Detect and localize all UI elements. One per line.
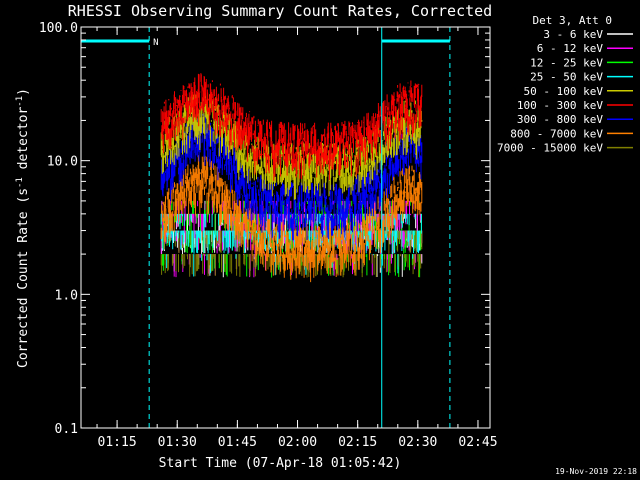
chart-title: RHESSI Observing Summary Count Rates, Co… (68, 2, 492, 20)
legend-label-7000-15000-kev: 7000 - 15000 keV (497, 142, 603, 155)
y-tick-label: 100.0 (39, 21, 78, 36)
series-100-300-kev (160, 73, 423, 181)
legend-header: Det 3, Att 0 (533, 14, 612, 27)
footer-timestamp: 19-Nov-2019 22:18 (555, 467, 637, 476)
y-tick-label: 10.0 (47, 155, 78, 170)
legend-label-100-300-kev: 100 - 300 keV (517, 99, 603, 112)
x-tick-label: 01:15 (98, 435, 137, 450)
x-axis-label: Start Time (07-Apr-18 01:05:42) (159, 456, 402, 471)
y-axis-label-sup1: -1 (15, 177, 25, 188)
legend-label-800-7000-kev: 800 - 7000 keV (510, 127, 603, 140)
x-tick-label: 02:30 (398, 435, 437, 450)
legend-label-3-6-kev: 3 - 6 keV (543, 28, 603, 41)
legend-label-12-25-kev: 12 - 25 keV (530, 56, 603, 69)
x-tick-label: 02:00 (278, 435, 317, 450)
flag-bar-label-0: N (153, 38, 158, 48)
y-axis-label-part1: Corrected Count Rate (s (16, 188, 31, 368)
legend-label-300-800-kev: 300 - 800 keV (517, 113, 603, 126)
x-tick-label: 02:15 (338, 435, 377, 450)
x-tick-label: 02:45 (458, 435, 497, 450)
y-axis-label-part3: ) (16, 88, 31, 96)
axes: 01:15 01:30 01:45 02:00 02:15 02:30 02:45 0.1 1.… (39, 21, 498, 450)
y-tick-label: 1.0 (55, 288, 78, 303)
x-tick-label: 01:45 (218, 435, 257, 450)
y-axis-label-sup2: -1 (15, 96, 25, 107)
plot-frame (80, 26, 491, 429)
legend-label-50-100-kev: 50 - 100 keV (524, 85, 604, 98)
y-axis-label: Corrected Count Rate (s-1 detector-1) (15, 88, 31, 368)
series-7000-15000-kev (160, 230, 423, 278)
y-axis-label-part2: detector (16, 107, 31, 178)
x-tick-label: 01:30 (158, 435, 197, 450)
legend-label-6-12-kev: 6 - 12 keV (537, 42, 604, 55)
legend-label-25-50-kev: 25 - 50 keV (530, 71, 603, 84)
y-tick-label: 0.1 (55, 422, 78, 437)
